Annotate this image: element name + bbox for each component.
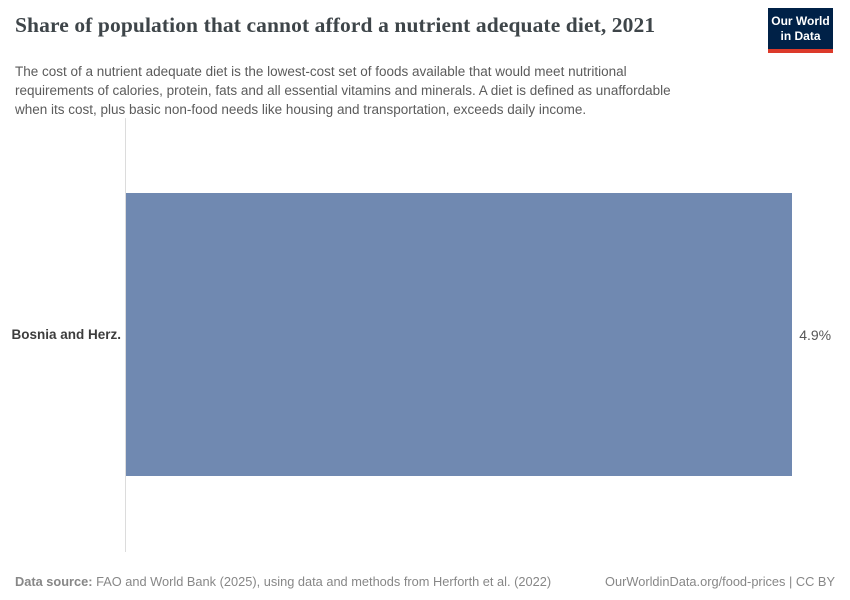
page-title: Share of population that cannot afford a… (15, 13, 656, 37)
owid-logo-line1: Our World (771, 13, 830, 28)
chart-header: Share of population that cannot afford a… (0, 0, 850, 119)
bar-row: 4.9% (126, 193, 831, 476)
owid-logo-line2: in Data (780, 28, 821, 43)
chart-subtitle: The cost of a nutrient adequate diet is … (15, 62, 835, 119)
data-source-label: Data source: (15, 574, 93, 589)
entity-label: Bosnia and Herz. (11, 327, 121, 342)
owid-url-license[interactable]: OurWorldinData.org/food-prices | CC BY (605, 574, 835, 589)
subtitle-line: The cost of a nutrient adequate diet is … (15, 64, 627, 79)
data-source-text: FAO and World Bank (2025), using data an… (92, 574, 552, 589)
subtitle-line: when its cost, plus basic non-food needs… (15, 102, 587, 117)
subtitle-line: requirements of calories, protein, fats … (15, 83, 671, 98)
owid-logo: Our World in Data (768, 8, 833, 53)
data-source-note: Data source: FAO and World Bank (2025), … (15, 574, 551, 589)
bar[interactable] (126, 193, 793, 476)
chart-footer: Data source: FAO and World Bank (2025), … (15, 574, 835, 589)
y-axis-line (125, 118, 126, 552)
value-label: 4.9% (799, 326, 832, 343)
